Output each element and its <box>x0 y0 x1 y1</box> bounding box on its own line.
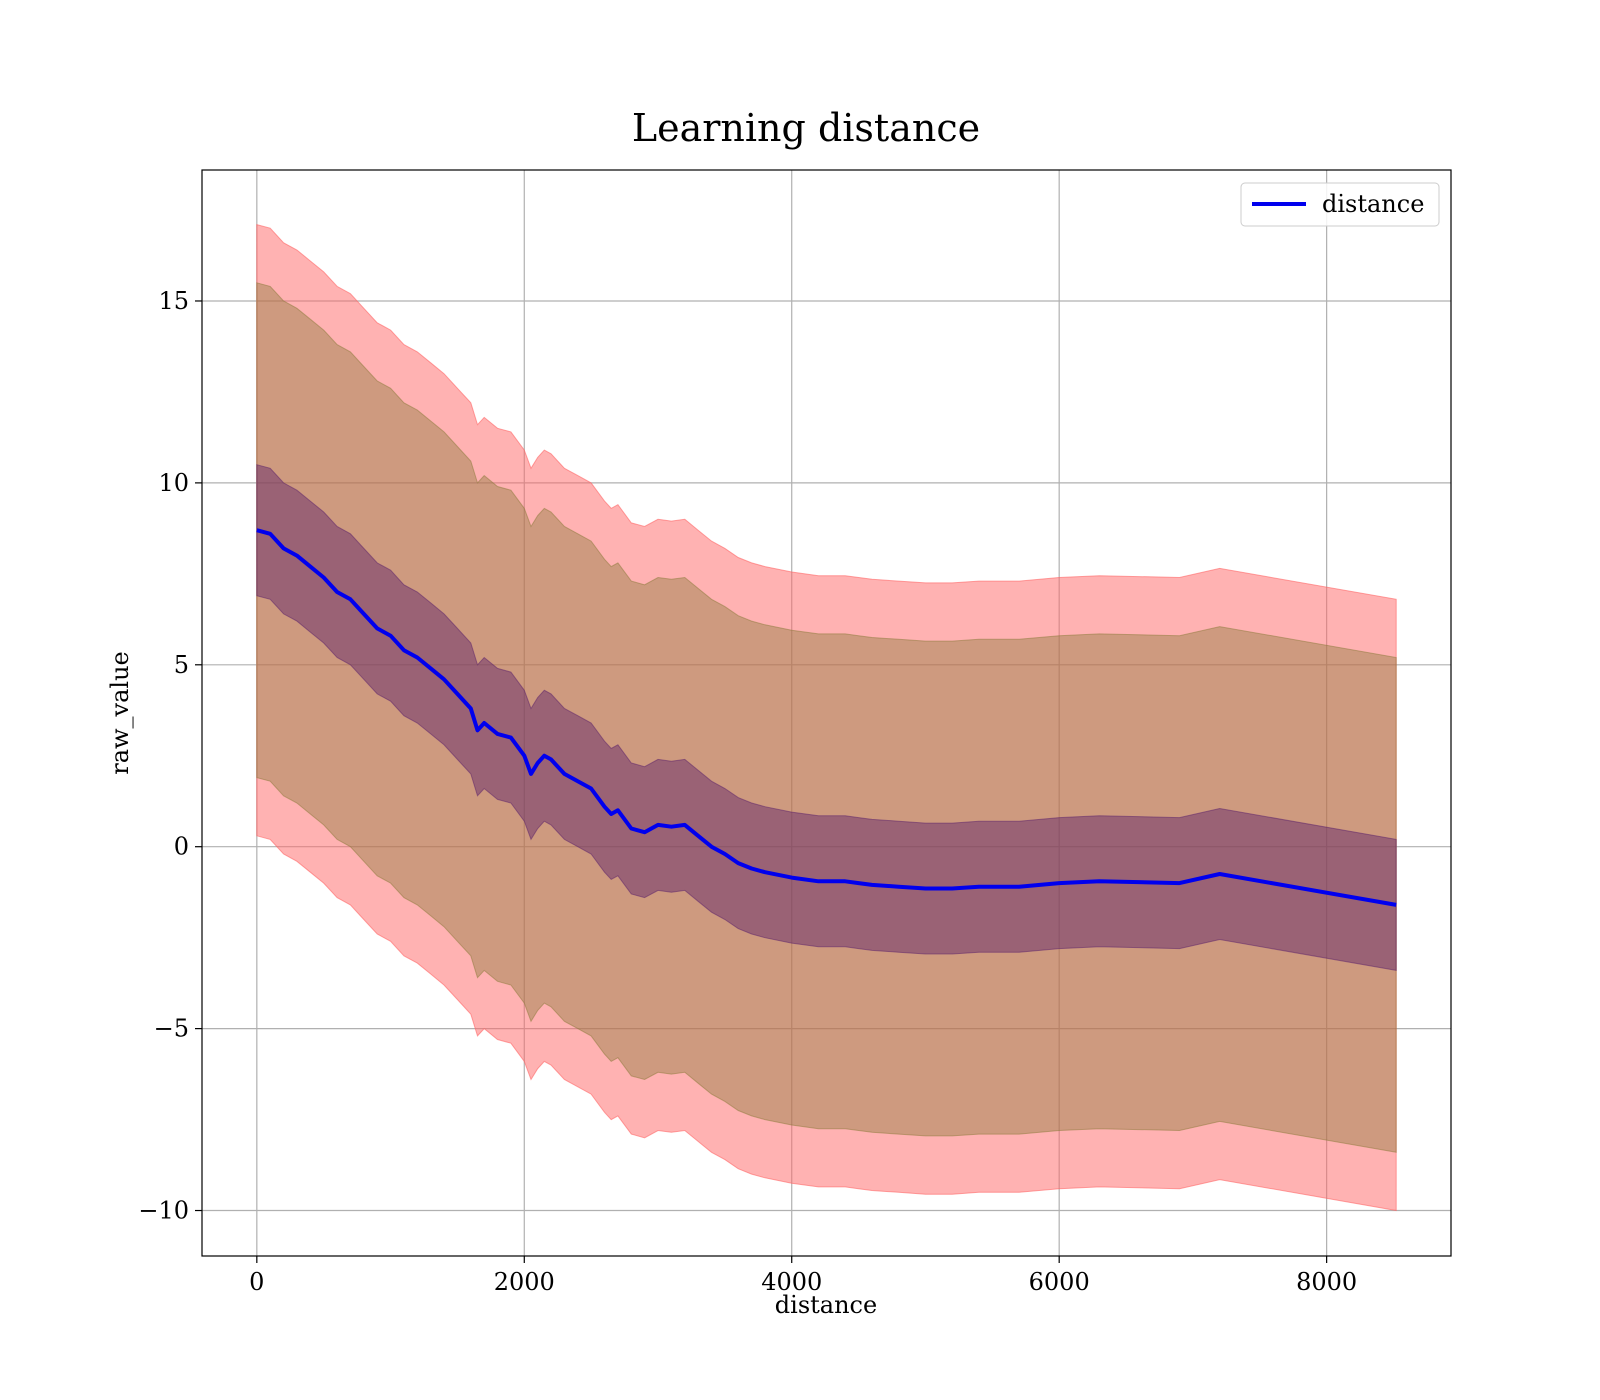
legend-label-distance: distance <box>1322 190 1424 218</box>
series-lines <box>256 528 1397 907</box>
band-middle <box>256 282 1397 1153</box>
legend: distance <box>1240 182 1440 227</box>
chart-title: Learning distance <box>632 106 980 150</box>
legend-box <box>1240 182 1440 227</box>
x-axis-label: distance <box>775 1291 877 1319</box>
y-axis-label: raw_value <box>106 651 134 775</box>
y-tick-label: 15 <box>158 287 189 315</box>
series-line-distance <box>256 528 1397 907</box>
band-outer <box>256 223 1397 1212</box>
y-tick-label: 0 <box>174 833 189 861</box>
y-axis-ticks: −10 −5 0 5 10 15 <box>138 287 202 1225</box>
x-tick-label: 4000 <box>761 1268 822 1296</box>
y-tick-label: −10 <box>138 1197 189 1225</box>
y-tick-label: 5 <box>174 651 189 679</box>
x-tick-label: 0 <box>249 1268 264 1296</box>
y-tick-label: −5 <box>154 1015 189 1043</box>
x-axis-ticks: 0 2000 4000 6000 8000 <box>249 1256 1357 1296</box>
confidence-bands <box>256 223 1397 1212</box>
x-tick-label: 8000 <box>1296 1268 1357 1296</box>
x-tick-label: 6000 <box>1029 1268 1090 1296</box>
y-tick-label: 10 <box>158 469 189 497</box>
x-tick-label: 2000 <box>494 1268 555 1296</box>
band-inner <box>256 464 1397 971</box>
plot-frame <box>201 169 1452 1257</box>
